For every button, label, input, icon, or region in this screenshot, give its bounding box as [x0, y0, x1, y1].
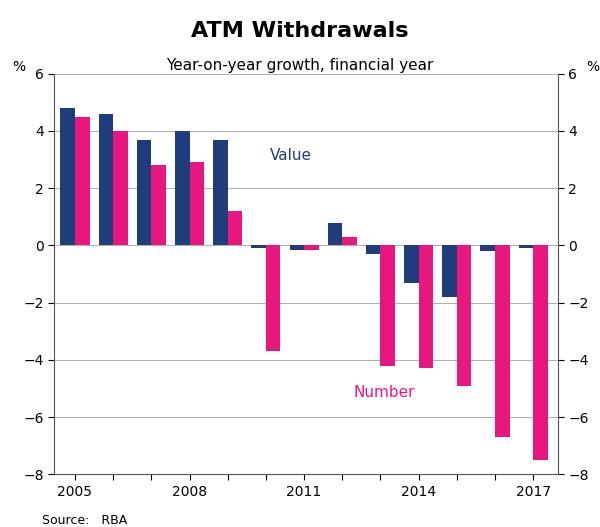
- Bar: [251, 246, 266, 248]
- Text: ATM Withdrawals: ATM Withdrawals: [191, 21, 409, 41]
- Bar: [137, 140, 151, 246]
- Bar: [175, 131, 190, 246]
- Bar: [518, 246, 533, 248]
- Text: Year-on-year growth, financial year: Year-on-year growth, financial year: [166, 58, 434, 73]
- Bar: [290, 246, 304, 250]
- Bar: [213, 140, 228, 246]
- Bar: [366, 246, 380, 254]
- Bar: [404, 246, 419, 282]
- Bar: [495, 246, 509, 437]
- Bar: [328, 222, 342, 246]
- Bar: [481, 246, 495, 251]
- Bar: [75, 116, 89, 246]
- Bar: [380, 246, 395, 366]
- Bar: [113, 131, 128, 246]
- Text: Source:   RBA: Source: RBA: [42, 514, 127, 527]
- Bar: [266, 246, 280, 352]
- Text: Number: Number: [354, 385, 415, 400]
- Text: Value: Value: [270, 148, 312, 163]
- Bar: [342, 237, 357, 246]
- Bar: [442, 246, 457, 297]
- Bar: [151, 165, 166, 246]
- Bar: [419, 246, 433, 368]
- Bar: [533, 246, 548, 460]
- Bar: [61, 108, 75, 246]
- Text: %: %: [12, 60, 25, 74]
- Bar: [457, 246, 472, 386]
- Bar: [98, 114, 113, 246]
- Bar: [304, 246, 319, 250]
- Text: %: %: [587, 60, 600, 74]
- Bar: [228, 211, 242, 246]
- Bar: [190, 162, 204, 246]
